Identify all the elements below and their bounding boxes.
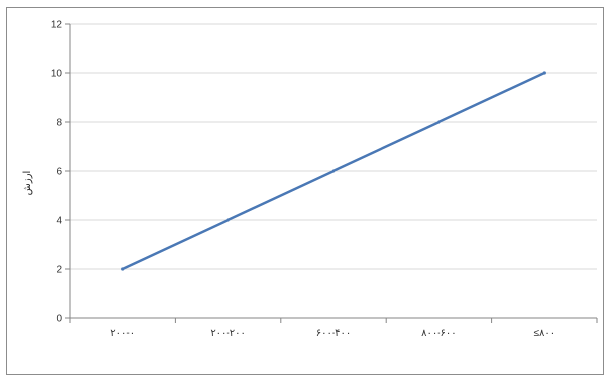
data-point bbox=[226, 218, 230, 222]
y-axis-title: ارزش bbox=[22, 171, 33, 196]
y-tick-label: 6 bbox=[56, 167, 62, 178]
series-layer bbox=[121, 71, 546, 271]
y-tick-label: 10 bbox=[51, 69, 63, 80]
y-tick-labels: 0 2 4 6 8 10 12 bbox=[51, 20, 63, 325]
x-tick-label: ۲۰۰-۲۰۰ bbox=[210, 328, 246, 339]
axes bbox=[65, 23, 598, 323]
data-point bbox=[121, 267, 125, 271]
x-tick-label: ۸۰۰-۶۰۰ bbox=[421, 328, 457, 339]
data-point bbox=[542, 71, 546, 75]
y-tick-label: 0 bbox=[56, 314, 62, 325]
gridlines bbox=[70, 23, 597, 270]
y-tick-label: 2 bbox=[56, 265, 62, 276]
data-point bbox=[331, 169, 336, 173]
data-point bbox=[437, 120, 441, 124]
x-tick-label: ۶۰۰-۴۰۰ bbox=[316, 328, 352, 339]
y-tick-label: 12 bbox=[51, 20, 63, 31]
x-tick-labels: ۲۰۰-۰ ۲۰۰-۲۰۰ ۶۰۰-۴۰۰ ۸۰۰-۶۰۰ ≤۸۰۰ bbox=[110, 328, 555, 339]
x-tick-label: ≤۸۰۰ bbox=[533, 328, 555, 339]
x-tick-label: ۲۰۰-۰ bbox=[110, 328, 135, 339]
y-tick-label: 8 bbox=[56, 118, 62, 129]
y-tick-label: 4 bbox=[56, 216, 62, 227]
chart-frame bbox=[6, 7, 604, 375]
